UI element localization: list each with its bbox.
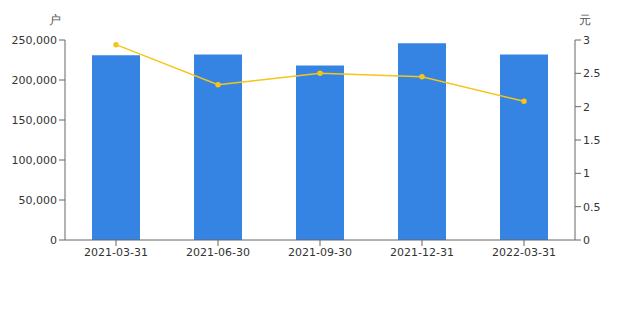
svg-text:0: 0 (583, 234, 590, 247)
svg-text:户: 户 (49, 13, 61, 27)
svg-text:2021-09-30: 2021-09-30 (288, 246, 352, 259)
svg-text:0.5: 0.5 (583, 201, 601, 214)
svg-text:2021-06-30: 2021-06-30 (186, 246, 250, 259)
svg-text:250,000: 250,000 (12, 34, 58, 47)
svg-text:元: 元 (579, 13, 591, 27)
svg-text:2022-03-31: 2022-03-31 (492, 246, 556, 259)
svg-text:2021-12-31: 2021-12-31 (390, 246, 454, 259)
svg-text:0: 0 (50, 234, 57, 247)
svg-text:2.5: 2.5 (583, 67, 601, 80)
svg-text:50,000: 50,000 (19, 194, 58, 207)
svg-text:2: 2 (583, 101, 590, 114)
svg-text:150,000: 150,000 (12, 114, 58, 127)
svg-text:3: 3 (583, 34, 590, 47)
svg-text:1.5: 1.5 (583, 134, 601, 147)
svg-text:2021-03-31: 2021-03-31 (84, 246, 148, 259)
svg-text:1: 1 (583, 167, 590, 180)
svg-text:100,000: 100,000 (12, 154, 58, 167)
svg-text:200,000: 200,000 (12, 74, 58, 87)
